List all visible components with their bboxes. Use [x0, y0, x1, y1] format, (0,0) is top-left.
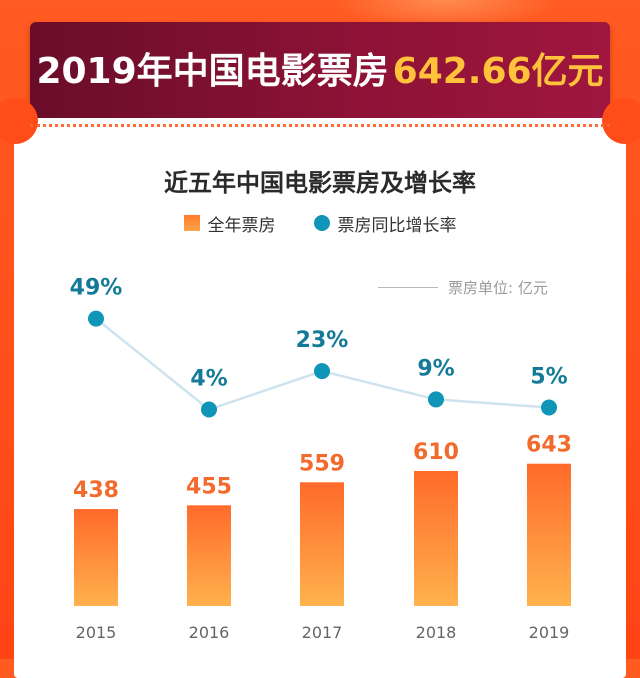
- legend-label-growth: 票房同比增长率: [337, 215, 457, 236]
- x-tick-label-2018: 2018: [416, 623, 457, 642]
- unit-note-text: 票房单位: 亿元: [448, 278, 548, 297]
- bar-2015: [74, 509, 118, 606]
- growth-point-2018: [428, 391, 444, 408]
- bar-value-label-2018: 610: [413, 440, 459, 465]
- legend: 全年票房 票房同比增长率: [0, 210, 640, 236]
- legend-dot-swatch: [313, 215, 330, 231]
- unit-note-line: [378, 286, 438, 288]
- x-tick-label-2016: 2016: [189, 623, 230, 642]
- x-tick-label-2017: 2017: [302, 623, 343, 642]
- bar-2019: [527, 463, 571, 606]
- x-tick-label-2015: 2015: [76, 623, 117, 642]
- legend-bar-swatch: [183, 215, 200, 231]
- unit-note: 票房单位: 亿元: [378, 276, 548, 298]
- dotted-divider: [30, 124, 610, 127]
- title-banner: 2019年中国电影票房 642.66亿元: [30, 22, 610, 120]
- card-notch-left: [0, 98, 38, 144]
- banner-title-value: 642.66亿元: [392, 51, 604, 92]
- growth-point-2019: [541, 399, 557, 416]
- legend-label-box-office: 全年票房: [207, 215, 276, 236]
- x-tick-label-2019: 2019: [529, 623, 570, 642]
- bar-value-label-2017: 559: [299, 451, 345, 476]
- growth-label-2019: 5%: [530, 365, 567, 390]
- bar-value-label-2016: 455: [186, 474, 232, 499]
- growth-point-2017: [314, 363, 330, 380]
- growth-point-2015: [88, 310, 104, 327]
- legend-item-box-office: 全年票房: [183, 211, 276, 236]
- card-notch-right: [602, 98, 640, 144]
- growth-line-layer: [88, 310, 557, 418]
- banner-title: 2019年中国电影票房 642.66亿元: [30, 50, 610, 94]
- growth-label-2015: 49%: [70, 276, 123, 301]
- labels-layer: 438 2015 455 2016 559 2017 610 2018 643 2019 49% 4%…: [70, 276, 572, 642]
- chart-title: 近五年中国电影票房及增长率: [164, 169, 476, 197]
- growth-label-2016: 4%: [190, 367, 227, 392]
- bar-value-label-2019: 643: [526, 433, 572, 458]
- growth-point-2016: [201, 401, 217, 418]
- growth-label-2018: 9%: [417, 356, 454, 381]
- bar-value-label-2015: 438: [73, 478, 119, 503]
- growth-label-2017: 23%: [296, 328, 349, 353]
- legend-item-growth: 票房同比增长率: [313, 211, 457, 236]
- bars-layer: [74, 463, 571, 606]
- banner-title-main: 2019年中国电影票房: [36, 51, 389, 92]
- bar-2018: [414, 471, 458, 606]
- bar-2016: [187, 505, 231, 606]
- chart-svg: 438 2015 455 2016 559 2017 610 2018 643 2019 49% 4%…: [70, 276, 572, 642]
- bar-2017: [300, 482, 344, 606]
